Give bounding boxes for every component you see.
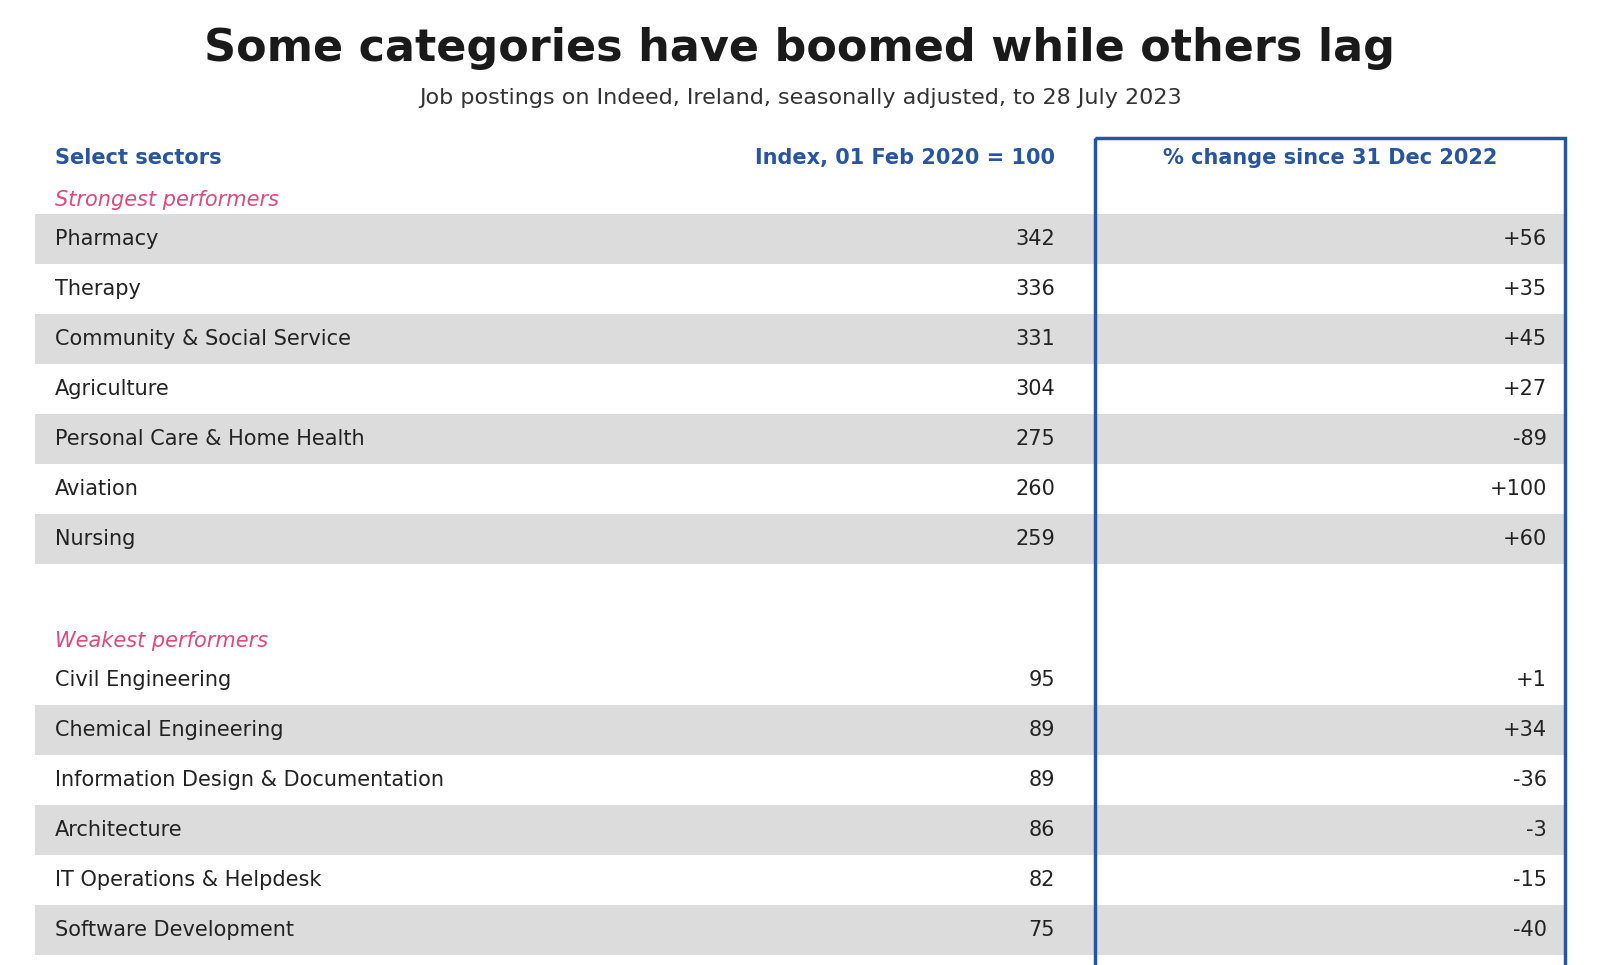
Text: Job postings on Indeed, Ireland, seasonally adjusted, to 28 July 2023: Job postings on Indeed, Ireland, seasona… — [419, 88, 1181, 108]
Text: +100: +100 — [1490, 479, 1547, 499]
Text: 89: 89 — [1029, 770, 1054, 790]
Text: Pharmacy: Pharmacy — [54, 229, 158, 249]
Text: -3: -3 — [1526, 820, 1547, 840]
Bar — [35, 414, 1565, 464]
Bar — [35, 755, 1565, 805]
Text: Select sectors: Select sectors — [54, 148, 222, 168]
Text: 275: 275 — [1016, 429, 1054, 449]
Text: -89: -89 — [1514, 429, 1547, 449]
Text: 331: 331 — [1016, 329, 1054, 349]
Text: 82: 82 — [1029, 870, 1054, 890]
Text: 75: 75 — [1029, 920, 1054, 940]
Text: +60: +60 — [1502, 529, 1547, 549]
Text: IT Operations & Helpdesk: IT Operations & Helpdesk — [54, 870, 322, 890]
Text: % change since 31 Dec 2022: % change since 31 Dec 2022 — [1163, 148, 1498, 168]
Bar — [35, 805, 1565, 855]
Bar — [35, 214, 1565, 264]
Text: +27: +27 — [1502, 379, 1547, 399]
Text: Architecture: Architecture — [54, 820, 182, 840]
Bar — [35, 464, 1565, 514]
Bar — [1094, 138, 1565, 965]
Text: -36: -36 — [1514, 770, 1547, 790]
Text: Chemical Engineering: Chemical Engineering — [54, 720, 283, 740]
Text: Agriculture: Agriculture — [54, 379, 170, 399]
Text: 259: 259 — [1014, 529, 1054, 549]
Text: Community & Social Service: Community & Social Service — [54, 329, 350, 349]
Bar — [35, 655, 1565, 705]
Text: Nursing: Nursing — [54, 529, 136, 549]
Text: Information Design & Documentation: Information Design & Documentation — [54, 770, 445, 790]
Text: Strongest performers: Strongest performers — [54, 189, 278, 209]
Text: Personal Care & Home Health: Personal Care & Home Health — [54, 429, 365, 449]
Text: Civil Engineering: Civil Engineering — [54, 670, 232, 690]
Text: Therapy: Therapy — [54, 279, 141, 299]
Text: 260: 260 — [1014, 479, 1054, 499]
Bar — [35, 314, 1565, 364]
Text: 342: 342 — [1016, 229, 1054, 249]
Text: Index, 01 Feb 2020 = 100: Index, 01 Feb 2020 = 100 — [755, 148, 1054, 168]
Bar — [35, 855, 1565, 905]
Bar — [35, 905, 1565, 955]
Text: 304: 304 — [1016, 379, 1054, 399]
Text: -15: -15 — [1514, 870, 1547, 890]
Bar — [35, 264, 1565, 314]
Text: 336: 336 — [1014, 279, 1054, 299]
Text: +34: +34 — [1502, 720, 1547, 740]
Bar — [35, 364, 1565, 414]
Text: Weakest performers: Weakest performers — [54, 630, 269, 650]
Text: Some categories have boomed while others lag: Some categories have boomed while others… — [205, 26, 1395, 69]
Text: +1: +1 — [1517, 670, 1547, 690]
Text: Aviation: Aviation — [54, 479, 139, 499]
Text: +35: +35 — [1502, 279, 1547, 299]
Text: 86: 86 — [1029, 820, 1054, 840]
Text: -40: -40 — [1514, 920, 1547, 940]
Text: Software Development: Software Development — [54, 920, 294, 940]
Text: 95: 95 — [1029, 670, 1054, 690]
Text: +56: +56 — [1502, 229, 1547, 249]
Text: +45: +45 — [1502, 329, 1547, 349]
Bar — [35, 514, 1565, 564]
Bar — [35, 705, 1565, 755]
Bar — [35, 955, 1565, 965]
Text: 89: 89 — [1029, 720, 1054, 740]
